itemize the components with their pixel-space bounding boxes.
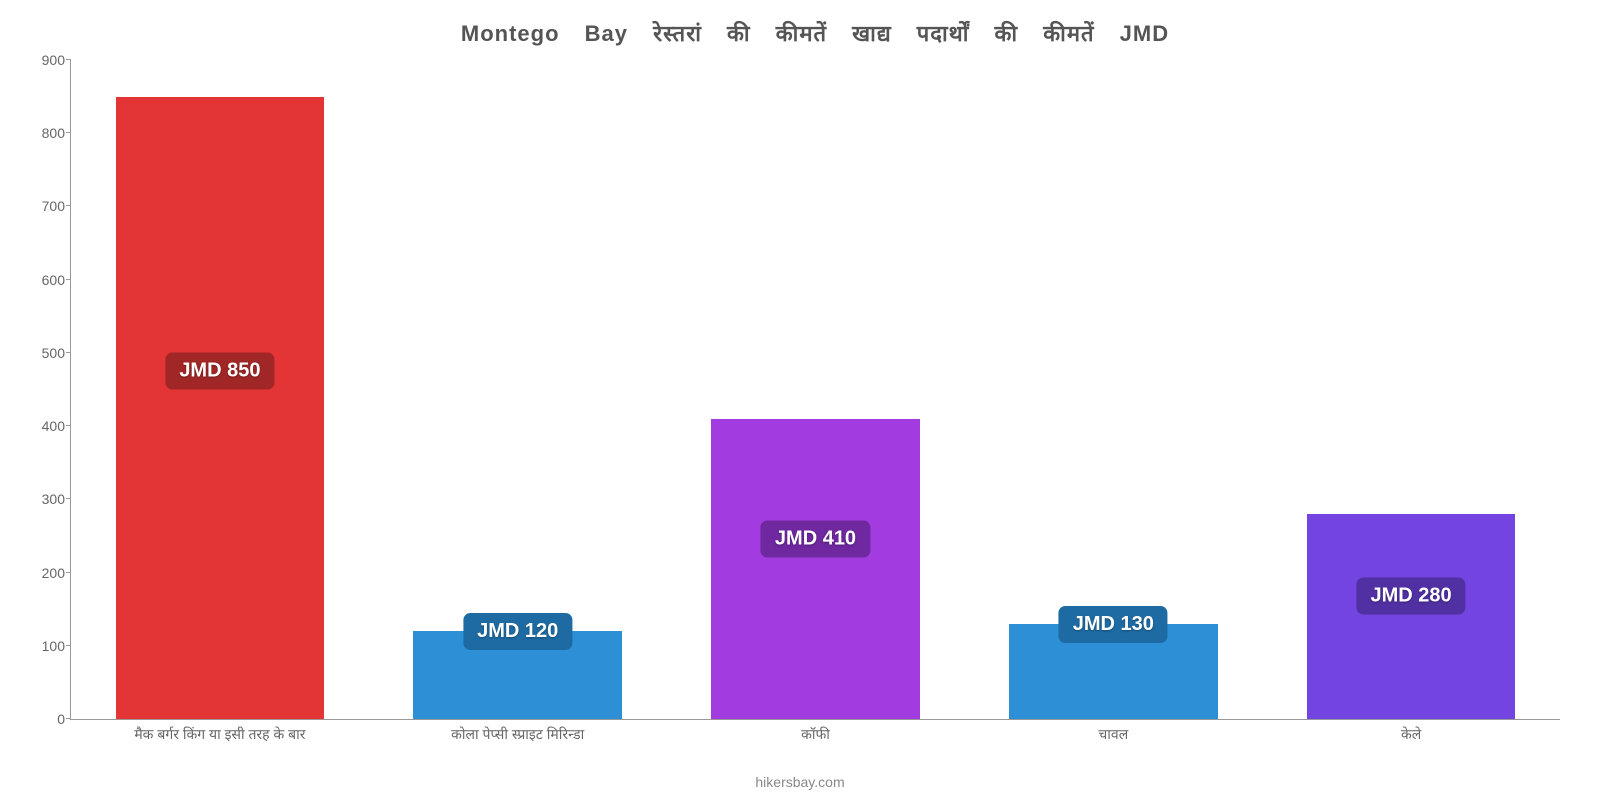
bar-slot: JMD 280: [1262, 60, 1560, 719]
y-axis-tick-mark: [66, 645, 71, 646]
y-axis-tick-mark: [66, 498, 71, 499]
bar: JMD 850: [116, 97, 324, 719]
bar: JMD 410: [711, 419, 919, 719]
y-axis-tick-mark: [66, 718, 71, 719]
value-badge: JMD 850: [165, 353, 274, 390]
bar-slot: JMD 120: [369, 60, 667, 719]
y-axis-tick-mark: [66, 572, 71, 573]
y-axis-tick-label: 800: [21, 125, 65, 141]
bar: JMD 130: [1009, 624, 1217, 719]
x-axis-category-label: कॉफी: [667, 719, 965, 744]
chart-title: Montego Bay रेस्तरां की कीमतें खाद्य पदा…: [70, 10, 1560, 60]
x-axis-category-label: कोला पेप्सी स्प्राइट मिरिन्डा: [369, 719, 667, 744]
y-axis-tick-label: 700: [21, 198, 65, 214]
bar-slot: JMD 130: [964, 60, 1262, 719]
x-axis-category-label: केले: [1262, 719, 1560, 744]
chart-container: Montego Bay रेस्तरां की कीमतें खाद्य पदा…: [0, 0, 1600, 800]
y-axis-tick-mark: [66, 352, 71, 353]
footer-attribution: hikersbay.com: [0, 774, 1600, 790]
x-axis-category-label: चावल: [964, 719, 1262, 744]
bar: JMD 280: [1307, 514, 1515, 719]
y-axis-tick-label: 500: [21, 345, 65, 361]
value-badge: JMD 120: [463, 613, 572, 650]
bar-slot: JMD 410: [667, 60, 965, 719]
value-badge: JMD 130: [1059, 606, 1168, 643]
y-axis-tick-mark: [66, 59, 71, 60]
y-axis-tick-mark: [66, 425, 71, 426]
y-axis-tick-mark: [66, 205, 71, 206]
y-axis-tick-label: 900: [21, 52, 65, 68]
y-axis-tick-mark: [66, 279, 71, 280]
y-axis-tick-label: 300: [21, 491, 65, 507]
y-axis-tick-mark: [66, 132, 71, 133]
x-axis-labels: मैक बर्गर किंग या इसी तरह के बारकोला पेप…: [71, 719, 1560, 744]
bar-slot: JMD 850: [71, 60, 369, 719]
value-badge: JMD 280: [1357, 577, 1466, 614]
y-axis-tick-label: 100: [21, 638, 65, 654]
x-axis-category-label: मैक बर्गर किंग या इसी तरह के बार: [71, 719, 369, 744]
bar: JMD 120: [413, 631, 621, 719]
value-badge: JMD 410: [761, 520, 870, 557]
bars-wrap: JMD 850 JMD 120 JMD 410 JMD 130 JMD 280: [71, 60, 1560, 719]
plot-area: JMD 850JMD 120JMD 410JMD 130JMD 280 मैक …: [70, 60, 1560, 720]
y-axis-tick-label: 0: [21, 711, 65, 727]
y-axis-tick-label: 200: [21, 565, 65, 581]
y-axis-tick-label: 400: [21, 418, 65, 434]
y-axis-tick-label: 600: [21, 272, 65, 288]
